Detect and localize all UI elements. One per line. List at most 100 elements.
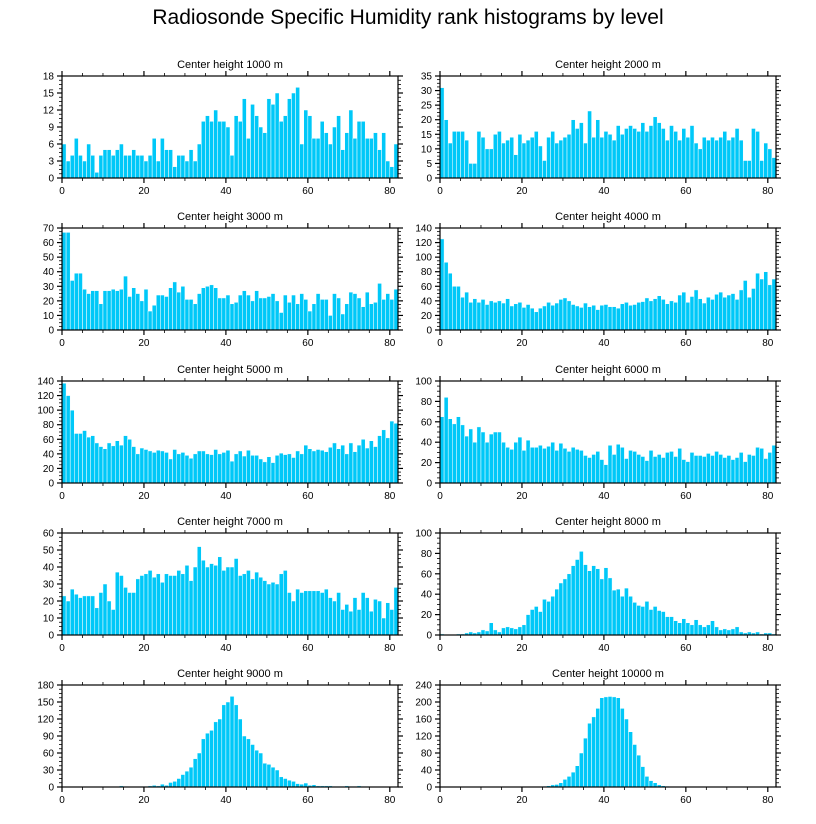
histogram-bar: [258, 126, 264, 179]
histogram-bar: [168, 287, 173, 331]
histogram-bar: [369, 303, 374, 331]
histogram-panel: Center height 3000 m 0 20 40 60 80 0 10 20 30 40 50…: [43, 211, 403, 349]
histogram-bar: [747, 296, 752, 331]
histogram-bar: [488, 148, 494, 179]
histogram-bar: [340, 313, 345, 331]
histogram-bar: [262, 580, 268, 636]
histogram-bar: [172, 575, 177, 636]
histogram-bar: [254, 115, 259, 179]
histogram-bar: [123, 587, 128, 636]
histogram-bar: [323, 132, 329, 179]
histogram-bar: [697, 298, 703, 331]
histogram-bar: [119, 444, 124, 484]
histogram-bar: [336, 297, 341, 331]
histogram-bar: [505, 298, 510, 331]
histogram-bar: [738, 452, 744, 484]
histogram-bar: [274, 583, 280, 636]
y-tick-label: 70: [43, 224, 55, 235]
histogram-bar: [714, 294, 719, 331]
histogram-bar: [123, 155, 128, 179]
histogram-bar: [730, 136, 736, 179]
histogram-bar: [587, 306, 592, 331]
histogram-bar: [168, 575, 173, 636]
histogram-bar: [587, 570, 592, 636]
histogram-bar: [759, 160, 764, 179]
histogram-bar: [233, 558, 239, 636]
histogram-bar: [644, 460, 650, 484]
histogram-bar: [250, 300, 255, 331]
y-tick-label: 40: [43, 449, 55, 460]
histogram-bar: [591, 565, 596, 636]
histogram-bar: [250, 104, 255, 179]
histogram-bar: [476, 131, 482, 179]
histogram-bar: [595, 708, 601, 788]
histogram-bar: [517, 302, 523, 331]
histogram-bar: [591, 304, 596, 331]
histogram-bar: [86, 293, 91, 331]
y-tick-label: 120: [37, 715, 54, 726]
histogram-bar: [640, 766, 646, 788]
histogram-bar: [172, 281, 177, 331]
histogram-bar: [771, 278, 777, 331]
histogram-bar: [352, 597, 358, 636]
histogram-bar: [377, 149, 382, 179]
histogram-bar: [201, 559, 206, 636]
histogram-bar: [640, 606, 646, 636]
histogram-bar: [628, 731, 633, 788]
histogram-bar: [493, 302, 498, 331]
x-tick-label: 20: [138, 186, 150, 197]
histogram-bar: [287, 453, 292, 484]
histogram-bar: [665, 452, 670, 484]
histogram-bar: [201, 738, 206, 788]
histogram-bar: [685, 136, 691, 179]
histogram-bar: [364, 447, 370, 484]
histogram-bar: [656, 295, 662, 331]
histogram-bar: [644, 776, 650, 788]
histogram-bar: [299, 453, 305, 484]
histogram-bar: [74, 138, 79, 179]
histogram-bar: [328, 315, 333, 331]
histogram-bar: [583, 564, 588, 636]
histogram-bar: [603, 567, 609, 636]
panel-title: Center height 1000 m: [177, 59, 283, 71]
y-tick-label: 20: [421, 311, 433, 322]
histogram-bar: [533, 131, 539, 179]
histogram-bar: [497, 131, 502, 179]
histogram-bar: [319, 121, 325, 179]
y-tick-label: 100: [37, 406, 54, 417]
histogram-bar: [78, 597, 83, 636]
histogram-bar: [452, 131, 457, 179]
histogram-bar: [299, 592, 305, 636]
histogram-bar: [710, 299, 715, 331]
histogram-bar: [550, 131, 555, 179]
panel-title: Center height 6000 m: [555, 364, 661, 376]
histogram-panel: Center height 6000 m 0 20 40 60 80 0 20 40 60 80 10…: [415, 364, 781, 502]
histogram-bar: [525, 439, 531, 484]
histogram-bar: [69, 409, 75, 484]
histogram-bar: [636, 302, 642, 331]
panel-title: Center height 8000 m: [555, 516, 661, 528]
histogram-bar: [373, 302, 378, 331]
histogram-bar: [229, 303, 235, 331]
histogram-bar: [611, 139, 617, 179]
histogram-bar: [381, 299, 386, 331]
y-tick-label: 5: [426, 159, 432, 170]
x-tick-label: 60: [680, 643, 692, 654]
histogram-bar: [373, 132, 378, 179]
y-tick-label: 40: [421, 296, 433, 307]
histogram-bar: [262, 297, 268, 331]
histogram-bar: [685, 622, 691, 636]
histogram-bar: [460, 131, 465, 179]
histogram-bar: [484, 148, 490, 179]
histogram-bar: [570, 304, 576, 331]
y-tick-label: 80: [43, 420, 55, 431]
histogram-bar: [468, 163, 474, 179]
histogram-bar: [681, 459, 687, 484]
histogram-bar: [615, 125, 621, 179]
histogram-bar: [237, 121, 243, 179]
histogram-bar: [517, 626, 523, 636]
y-tick-label: 9: [48, 123, 54, 134]
histogram-bar: [632, 451, 637, 484]
histogram-bar: [570, 565, 576, 636]
histogram-bar: [135, 578, 141, 636]
